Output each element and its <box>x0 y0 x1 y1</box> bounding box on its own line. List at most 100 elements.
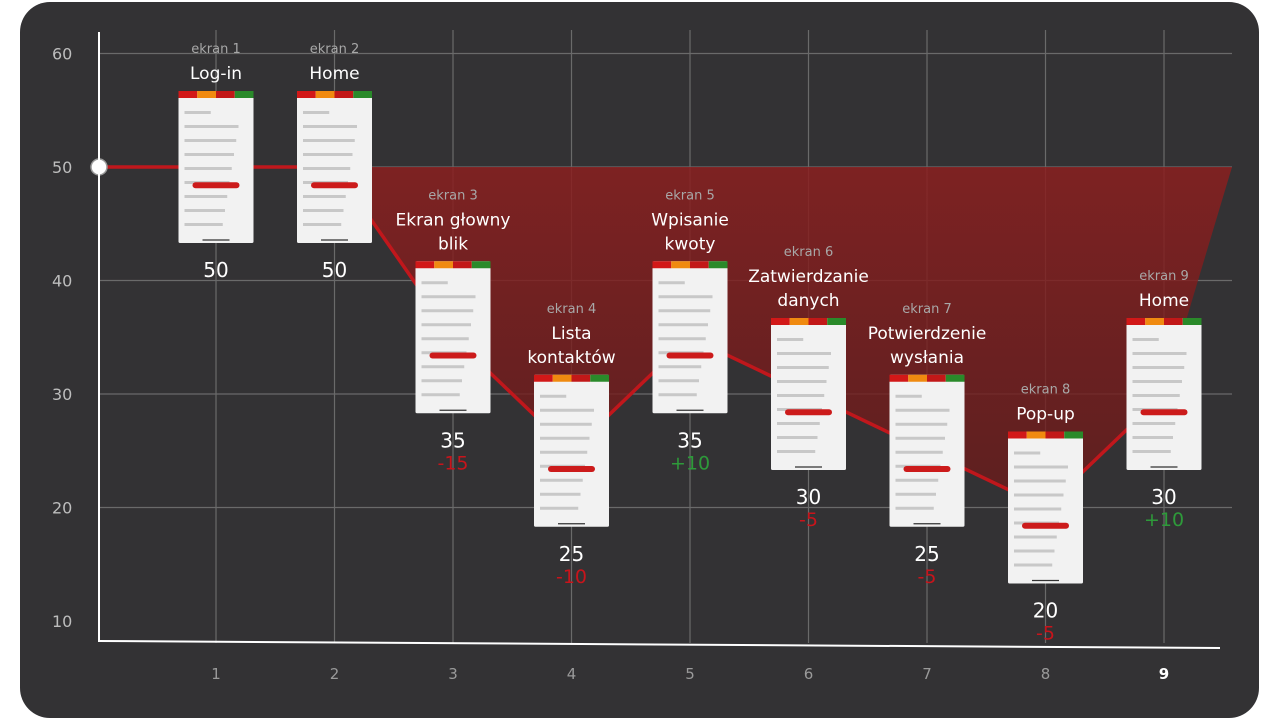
content-row <box>658 337 706 341</box>
status-bar-segment <box>471 261 491 269</box>
cta-button <box>1022 522 1069 529</box>
content-row <box>1132 338 1159 341</box>
content-row <box>303 139 355 142</box>
content-row <box>421 323 471 327</box>
screen-tag: ekran 3 <box>428 188 477 203</box>
content-row <box>1014 535 1057 539</box>
status-bar-segment <box>652 261 672 269</box>
y-tick-label: 40 <box>52 272 72 291</box>
screen-tag: ekran 7 <box>902 302 951 317</box>
score-label: 30 <box>1151 485 1176 509</box>
screen-title: Home <box>309 64 359 84</box>
status-bar-segment <box>1008 431 1027 439</box>
score-label: 35 <box>677 428 702 452</box>
screen-thumbnail <box>1126 318 1202 470</box>
screen-thumbnail <box>178 91 254 243</box>
content-row <box>895 450 943 454</box>
content-row <box>540 506 579 510</box>
y-tick-label: 50 <box>52 158 72 177</box>
content-row <box>1132 450 1171 453</box>
screen-title: Ekran głowny <box>396 210 511 230</box>
status-bar-segment <box>1164 318 1183 325</box>
status-bar-segment <box>590 374 609 382</box>
content-row <box>540 450 588 454</box>
cta-button <box>192 182 240 189</box>
score-label: 25 <box>914 542 939 566</box>
screen-tag: ekran 4 <box>547 302 596 317</box>
screen-tag: ekran 5 <box>665 188 714 203</box>
screen-title: Wpisanie <box>651 210 729 230</box>
screen-title: Lista <box>551 324 591 344</box>
content-row <box>777 422 820 425</box>
status-bar-segment <box>945 374 965 382</box>
status-bar-segment <box>234 91 254 98</box>
content-row <box>421 295 476 299</box>
status-bar-segment <box>415 261 435 269</box>
screen-title: Zatwierdzanie <box>748 267 869 287</box>
content-row <box>303 111 330 114</box>
score-label: 30 <box>796 485 821 509</box>
x-axis <box>98 640 1221 649</box>
screen-thumbnail <box>652 261 728 414</box>
content-row <box>1014 549 1055 553</box>
screen-tag: ekran 2 <box>310 42 359 57</box>
score-label: 35 <box>440 428 465 452</box>
content-row <box>1014 493 1064 497</box>
status-bar-segment <box>808 318 828 325</box>
content-row <box>184 111 211 114</box>
content-row <box>184 153 234 156</box>
content-row <box>895 478 939 482</box>
score-label: 20 <box>1033 599 1058 623</box>
content-row <box>184 209 225 212</box>
content-row <box>303 167 351 170</box>
screen-title: kwoty <box>665 234 716 254</box>
screen-thumbnail <box>415 261 491 414</box>
status-bar-segment <box>771 318 790 325</box>
content-row <box>421 309 474 313</box>
status-bar-segment <box>434 261 453 269</box>
status-bar-segment <box>690 261 709 269</box>
content-row <box>303 209 344 212</box>
x-tick-label: 1 <box>211 665 221 683</box>
screen-title: danych <box>777 291 839 311</box>
content-row <box>777 394 825 397</box>
content-row <box>777 380 827 383</box>
content-row <box>1132 394 1180 397</box>
content-row <box>895 408 950 412</box>
content-row <box>1132 422 1176 425</box>
status-bar-segment <box>671 261 690 269</box>
axis-layer: 10 20 30 40 50 60 1 2 3 4 5 6 7 8 9 <box>52 32 1221 683</box>
x-tick-label: 6 <box>804 665 814 683</box>
cta-button <box>1140 409 1188 416</box>
content-row <box>184 167 232 170</box>
content-row <box>658 281 685 285</box>
content-row <box>1014 479 1066 483</box>
content-row <box>658 309 711 313</box>
screen-thumbnail <box>889 374 965 527</box>
content-row <box>540 394 567 398</box>
content-row <box>1132 366 1185 369</box>
screen-thumbnail <box>1008 431 1083 584</box>
screen-tag: ekran 1 <box>191 42 240 57</box>
status-bar-segment <box>827 318 846 325</box>
status-bar-segment <box>908 374 927 382</box>
screen-tag: ekran 6 <box>784 245 833 260</box>
score-label: 50 <box>322 258 347 282</box>
content-row <box>658 393 697 397</box>
content-row <box>421 379 462 383</box>
content-row <box>658 295 713 299</box>
y-tick-label: 30 <box>52 385 72 404</box>
content-row <box>540 492 581 496</box>
content-row <box>184 223 223 226</box>
content-row <box>540 422 592 426</box>
cta-button <box>666 352 714 359</box>
delta-label: -5 <box>799 509 818 531</box>
score-label: 50 <box>203 258 228 282</box>
content-row <box>303 153 353 156</box>
content-row <box>303 125 357 128</box>
score-label: 25 <box>559 542 584 566</box>
screen-thumbnail <box>771 318 846 470</box>
screen-thumbnail <box>534 374 609 527</box>
content-row <box>540 478 583 482</box>
status-bar-segment <box>1145 318 1164 325</box>
